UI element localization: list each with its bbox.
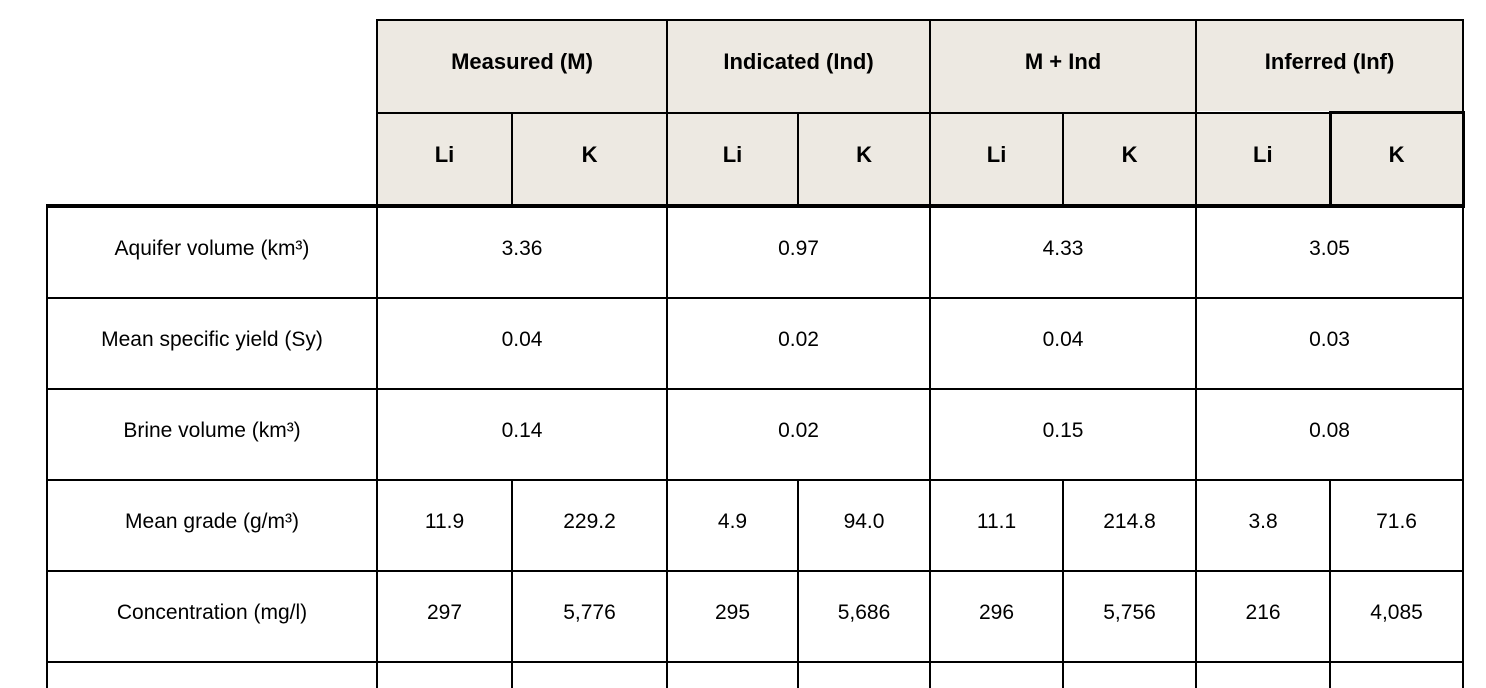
cell-m-plus-ind-k: 862,000 — [1062, 661, 1198, 688]
subheader-m-plus-ind-li: Li — [929, 111, 1065, 207]
cell-inferred-k: 219,000 — [1329, 661, 1465, 688]
cell-indicated-k: 5,686 — [797, 570, 932, 663]
cell-measured: 0.04 — [375, 297, 669, 390]
cell-m-plus-ind: 0.04 — [929, 297, 1198, 390]
cell-inferred: 3.05 — [1195, 204, 1465, 299]
cell-indicated-li: 295 — [666, 570, 800, 663]
cell-m-plus-ind: 4.33 — [929, 204, 1198, 299]
cell-indicated-k: 92,000 — [797, 661, 932, 688]
table-row-resource: Resource (tonnes) 40,000 770,000 5,000 9… — [46, 661, 1465, 688]
resource-table: Measured (M) Indicated (Ind) M + Ind Inf… — [46, 19, 1465, 688]
cell-indicated-li: 5,000 — [666, 661, 800, 688]
cell-inferred-li: 216 — [1195, 570, 1332, 663]
row-label: Brine volume (km³) — [46, 388, 378, 481]
cell-indicated-k: 94.0 — [797, 479, 932, 572]
row-label: Resource (tonnes) — [46, 661, 378, 688]
table-row-specific-yield: Mean specific yield (Sy) 0.04 0.02 0.04 … — [46, 297, 1465, 390]
corner-cell — [47, 20, 377, 206]
row-label: Concentration (mg/l) — [46, 570, 378, 663]
cell-m-plus-ind: 0.15 — [929, 388, 1198, 481]
cell-measured: 3.36 — [375, 204, 669, 299]
cell-indicated: 0.02 — [666, 388, 932, 481]
cell-measured-k: 770,000 — [510, 661, 669, 688]
subheader-row: Li K Li K Li K Li K — [47, 111, 1465, 208]
cell-measured-k: 5,776 — [510, 570, 669, 663]
subheader-inferred-k: K — [1328, 111, 1465, 208]
group-header-inferred: Inferred (Inf) — [1195, 19, 1465, 114]
group-header-measured: Measured (M) — [375, 19, 669, 114]
cell-inferred-k: 4,085 — [1329, 570, 1465, 663]
cell-m-plus-ind-li: 11.1 — [929, 479, 1065, 572]
table-row-concentration: Concentration (mg/l) 297 5,776 295 5,686… — [46, 570, 1465, 663]
row-label: Mean specific yield (Sy) — [46, 297, 378, 390]
subheader-measured-k: K — [510, 111, 669, 207]
subheader-indicated-k: K — [797, 111, 932, 207]
cell-inferred: 0.08 — [1195, 388, 1465, 481]
cell-indicated: 0.02 — [666, 297, 932, 390]
cell-inferred-li: 3.8 — [1195, 479, 1332, 572]
cell-m-plus-ind-li: 45,000 — [929, 661, 1065, 688]
cell-inferred-k: 71.6 — [1329, 479, 1465, 572]
group-header-row: Measured (M) Indicated (Ind) M + Ind Inf… — [47, 19, 1465, 114]
subheader-m-plus-ind-k: K — [1062, 111, 1198, 207]
row-label: Aquifer volume (km³) — [46, 204, 378, 299]
subheader-indicated-li: Li — [666, 111, 800, 207]
cell-indicated-li: 4.9 — [666, 479, 800, 572]
subheader-inferred-li: Li — [1195, 111, 1332, 207]
cell-measured: 0.14 — [375, 388, 669, 481]
cell-inferred: 0.03 — [1195, 297, 1465, 390]
cell-measured-li: 297 — [376, 570, 513, 663]
group-header-indicated: Indicated (Ind) — [666, 19, 932, 114]
subheader-measured-li: Li — [376, 111, 513, 207]
table-row-mean-grade: Mean grade (g/m³) 11.9 229.2 4.9 94.0 11… — [46, 479, 1465, 572]
row-label: Mean grade (g/m³) — [46, 479, 378, 572]
cell-m-plus-ind-li: 296 — [929, 570, 1065, 663]
cell-indicated: 0.97 — [666, 204, 932, 299]
cell-m-plus-ind-k: 5,756 — [1062, 570, 1198, 663]
table-row-brine-volume: Brine volume (km³) 0.14 0.02 0.15 0.08 — [46, 388, 1465, 481]
cell-inferred-li: 12,000 — [1195, 661, 1332, 688]
group-header-m-plus-ind: M + Ind — [929, 19, 1198, 114]
cell-m-plus-ind-k: 214.8 — [1062, 479, 1198, 572]
cell-measured-k: 229.2 — [510, 479, 669, 572]
table-row-aquifer-volume: Aquifer volume (km³) 3.36 0.97 4.33 3.05 — [46, 204, 1465, 299]
cell-measured-li: 40,000 — [376, 661, 513, 688]
cell-measured-li: 11.9 — [376, 479, 513, 572]
